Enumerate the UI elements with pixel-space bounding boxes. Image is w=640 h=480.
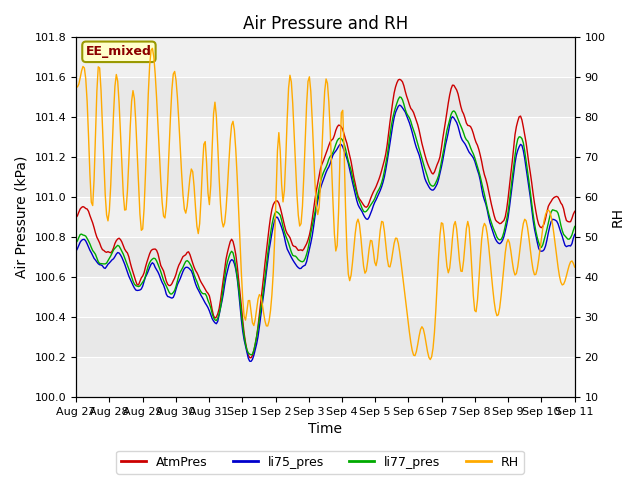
Title: Air Pressure and RH: Air Pressure and RH: [243, 15, 408, 33]
Bar: [76, 277, 575, 317]
X-axis label: Time: Time: [308, 422, 342, 436]
Text: EE_mixed: EE_mixed: [86, 45, 152, 58]
Bar: [76, 37, 575, 77]
Bar: [76, 197, 575, 237]
Y-axis label: Air Pressure (kPa): Air Pressure (kPa): [15, 156, 29, 278]
Legend: AtmPres, li75_pres, li77_pres, RH: AtmPres, li75_pres, li77_pres, RH: [116, 451, 524, 474]
Y-axis label: RH: RH: [611, 207, 625, 227]
Bar: [76, 357, 575, 397]
Bar: [76, 117, 575, 157]
